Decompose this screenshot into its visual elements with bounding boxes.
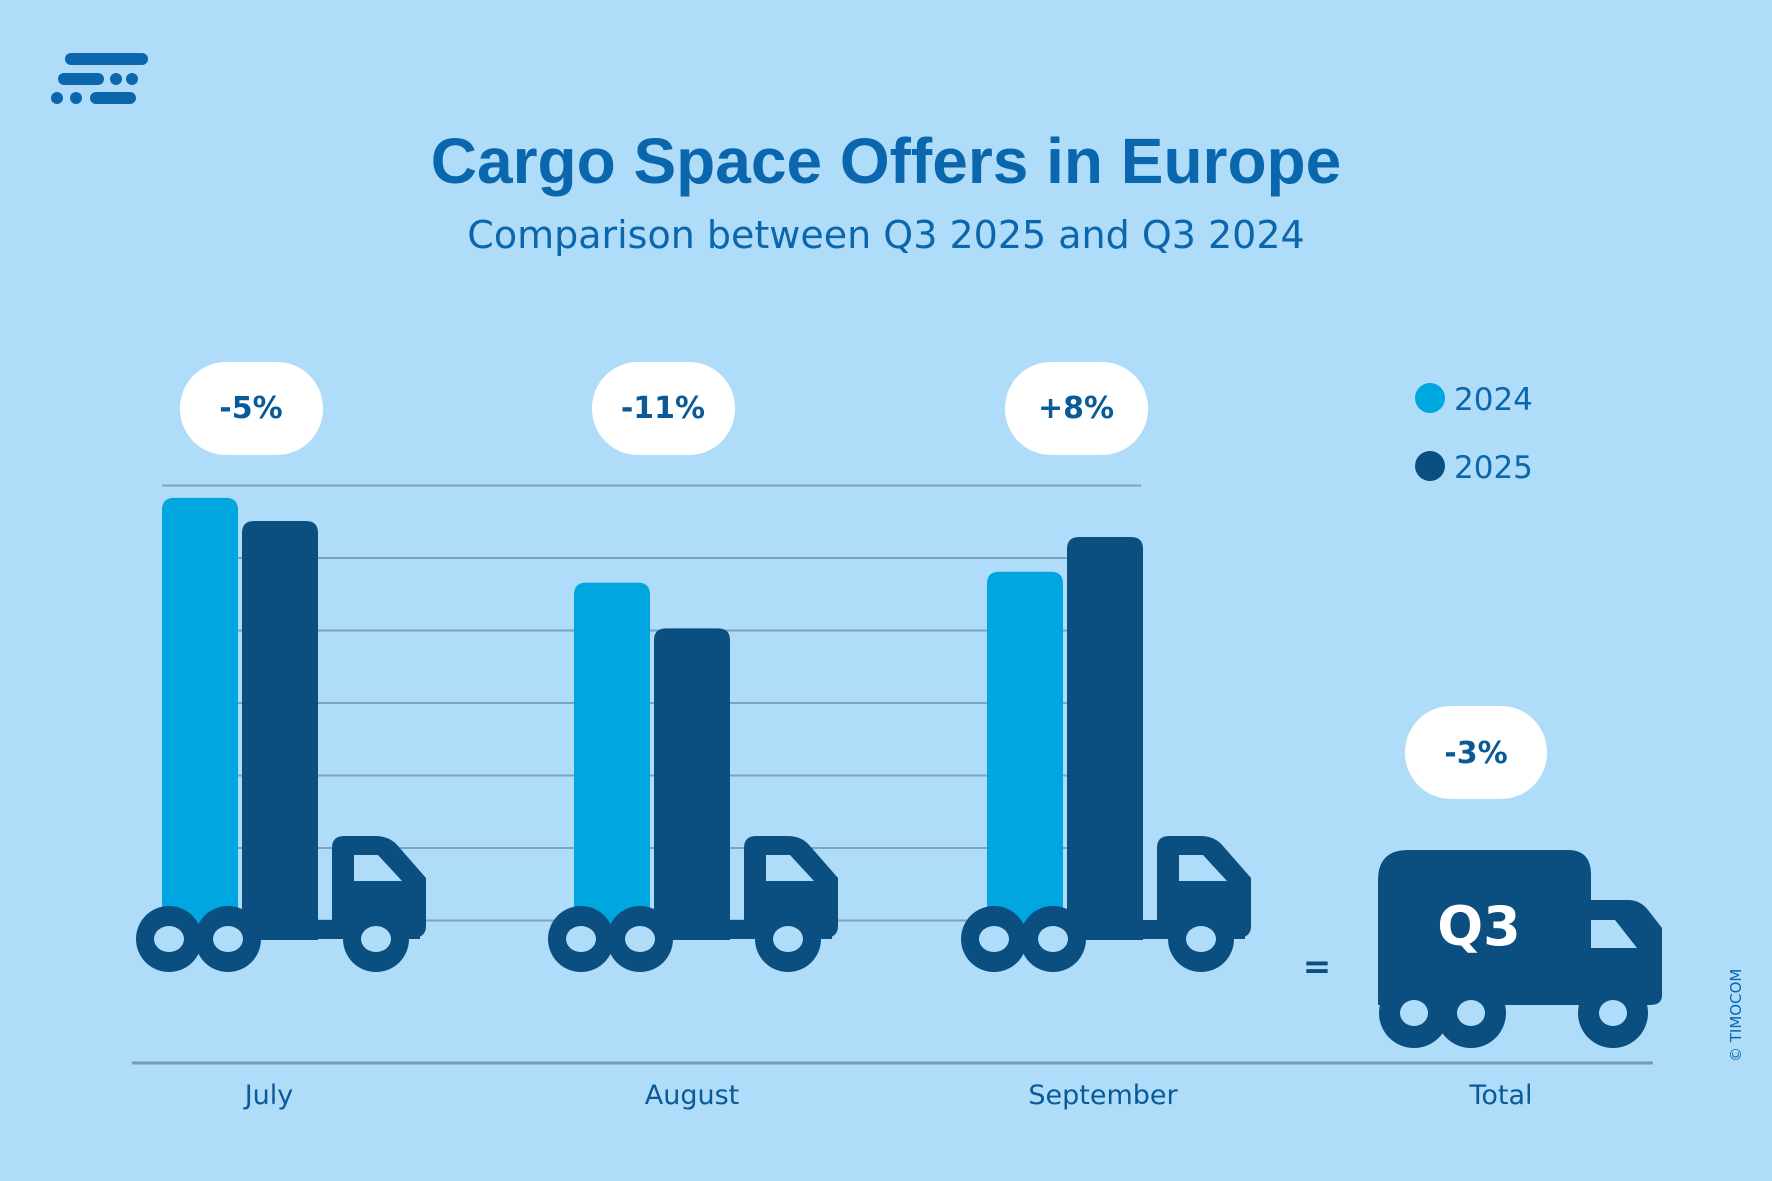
x-tick-labels: July August September [243, 1080, 1179, 1111]
change-label: -11% [621, 391, 705, 426]
change-bubble-september: +8% [1005, 362, 1148, 455]
bar-2025-september [1067, 536, 1143, 940]
legend-swatch-2024 [1415, 383, 1445, 413]
x-tick-label-total: Total [1468, 1080, 1532, 1111]
truck-icon [548, 836, 838, 972]
change-label: +8% [1038, 391, 1114, 426]
bar-groups: -5% -11% +8% [136, 362, 1251, 972]
legend-swatch-2025 [1415, 451, 1445, 481]
bar-2025-august [654, 628, 730, 940]
gridlines [162, 484, 1141, 922]
truck-icon [136, 836, 426, 972]
bar-group-july: -5% [136, 362, 426, 972]
change-bubble-august: -11% [592, 362, 735, 455]
change-bubble-july: -5% [180, 362, 323, 455]
total-bubble: -3% [1405, 706, 1547, 799]
chart-subtitle: Comparison between Q3 2025 and Q3 2024 [467, 213, 1304, 257]
copyright-credit: © TIMOCOM [1727, 969, 1745, 1062]
total-change-label: -3% [1444, 736, 1507, 771]
x-tick-label-august: August [645, 1080, 740, 1111]
legend: 2024 2025 [1415, 382, 1533, 486]
bar-2024-august [574, 582, 650, 940]
timocom-logo [51, 53, 148, 104]
bar-2024-july [162, 497, 238, 940]
total-truck-icon [1378, 850, 1662, 1048]
bar-2024-september [987, 571, 1063, 940]
x-tick-label-july: July [243, 1080, 294, 1111]
truck-icon [961, 836, 1251, 972]
legend-label-2024: 2024 [1454, 382, 1533, 418]
legend-label-2025: 2025 [1454, 450, 1533, 486]
bar-group-september: +8% [961, 362, 1251, 972]
bar-group-august: -11% [548, 362, 838, 972]
x-tick-label-september: September [1028, 1080, 1178, 1111]
total-truck-label: Q3 [1437, 895, 1520, 958]
bar-2025-july [242, 521, 318, 940]
equals-sign: = [1303, 947, 1332, 987]
change-label: -5% [219, 391, 282, 426]
chart-title: Cargo Space Offers in Europe [431, 125, 1341, 197]
